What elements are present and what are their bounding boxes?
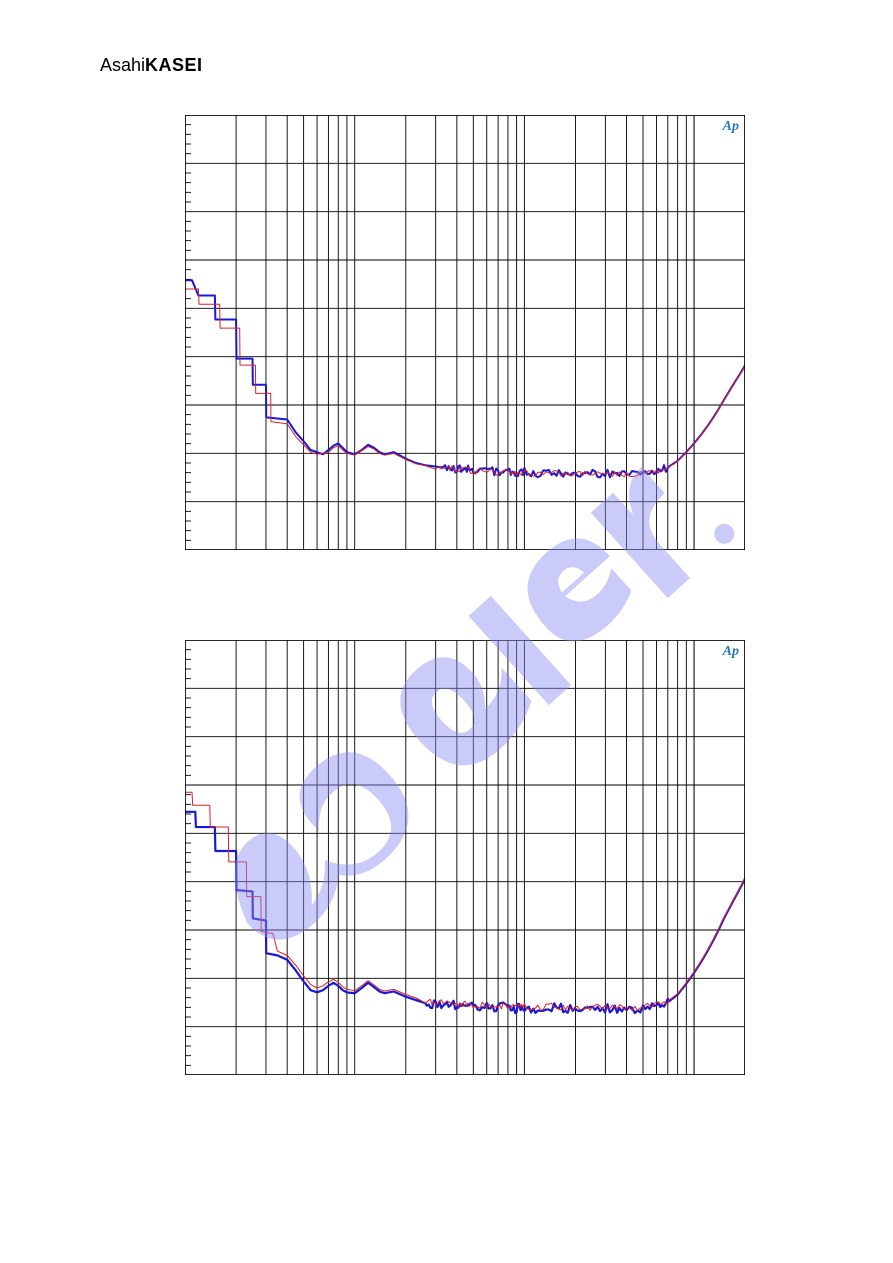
chart-1: Ap <box>185 115 745 550</box>
logo-bold-text: KASEI <box>145 55 203 75</box>
chart-2-svg <box>185 640 745 1075</box>
chart-1-svg <box>185 115 745 550</box>
chart-2: Ap <box>185 640 745 1075</box>
logo-light-text: Asahi <box>100 55 145 75</box>
ap-badge-icon: Ap <box>723 644 739 660</box>
ap-badge-icon: Ap <box>723 119 739 135</box>
brand-logo: AsahiKASEI <box>100 55 203 76</box>
